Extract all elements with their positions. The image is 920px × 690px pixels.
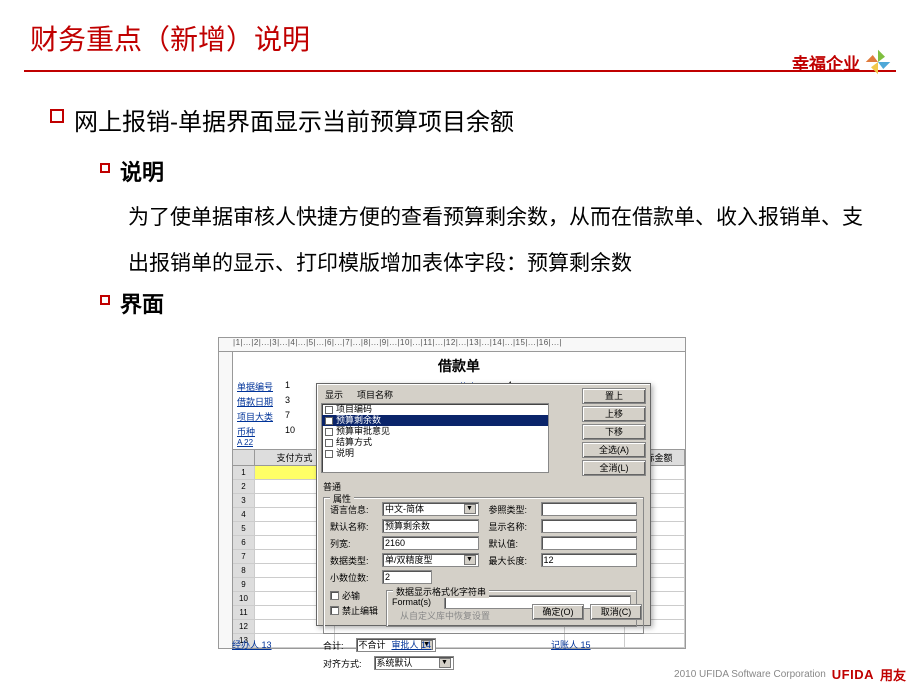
checkbox-icon[interactable] bbox=[325, 450, 333, 458]
lang-combo[interactable]: 中文-简体▼ bbox=[382, 502, 479, 516]
bullet-square-icon bbox=[50, 109, 64, 123]
booker-label: 记账人 15 bbox=[551, 638, 591, 651]
chevron-down-icon[interactable]: ▼ bbox=[464, 555, 476, 565]
checkbox-icon[interactable] bbox=[325, 439, 333, 447]
required-checkbox[interactable]: 必输 bbox=[330, 589, 378, 602]
pinwheel-icon bbox=[864, 48, 892, 76]
dispname-field[interactable] bbox=[541, 519, 638, 533]
defname-label: 默认名称: bbox=[330, 520, 378, 533]
columns-listbox[interactable]: 项目编码预算剩余数预算审批意见结算方式说明 bbox=[321, 403, 549, 473]
format-label: Format(s) bbox=[392, 597, 440, 607]
section-interface-label: 界面 bbox=[120, 287, 164, 319]
decimals-label: 小数位数: bbox=[330, 571, 378, 584]
grid-header bbox=[233, 450, 255, 465]
align-label: 对齐方式: bbox=[323, 657, 362, 670]
section-explain-label: 说明 bbox=[120, 155, 164, 187]
clear-all-button[interactable]: 全消(L) bbox=[582, 460, 646, 476]
dispname-label: 显示名称: bbox=[489, 520, 537, 533]
description-text: 为了使单据审核人快捷方便的查看预算剩余数，从而在借款单、收入报销单、支出报销单的… bbox=[128, 195, 870, 287]
colwidth-field[interactable]: 2160 bbox=[382, 536, 479, 550]
ok-button[interactable]: 确定(O) bbox=[532, 604, 584, 620]
colwidth-label: 列宽: bbox=[330, 537, 378, 550]
default-field[interactable] bbox=[541, 536, 638, 550]
brand-block: 幸福企业 bbox=[792, 48, 892, 76]
bullet-square-sm-icon bbox=[100, 163, 110, 173]
ruler-vertical bbox=[219, 352, 233, 648]
general-tab-label: 普通 bbox=[323, 480, 644, 493]
form-title: 借款单 bbox=[233, 352, 685, 380]
default-label: 默认值: bbox=[489, 537, 537, 550]
list-item[interactable]: 项目编码 bbox=[322, 404, 548, 415]
dlg-name-label: 项目名称 bbox=[357, 388, 393, 401]
field-label: 币种 bbox=[237, 425, 281, 438]
chevron-down-icon[interactable]: ▼ bbox=[464, 504, 476, 514]
column-property-dialog: 显示 项目名称 项目编码预算剩余数预算审批意见结算方式说明 置上 上移 下移 全… bbox=[316, 383, 651, 626]
maxlen-field[interactable]: 12 bbox=[541, 553, 638, 567]
field-label: 单据编号 bbox=[237, 380, 281, 393]
list-item[interactable]: 结算方式 bbox=[322, 437, 548, 448]
chevron-down-icon[interactable]: ▼ bbox=[439, 658, 451, 668]
field-value: 10 bbox=[285, 425, 295, 438]
group-title: 属性 bbox=[330, 492, 354, 505]
move-up-button[interactable]: 上移 bbox=[582, 406, 646, 422]
move-down-button[interactable]: 下移 bbox=[582, 424, 646, 440]
brand-text: 幸福企业 bbox=[792, 50, 860, 75]
copyright-text: 2010 UFIDA Software Corporation bbox=[674, 669, 826, 680]
format-group-title: 数据显示格式化字符串 bbox=[393, 585, 489, 598]
page-title: 财务重点（新增）说明 bbox=[30, 18, 890, 58]
ufida-logo-text: UFIDA bbox=[832, 667, 874, 682]
select-all-button[interactable]: 全选(A) bbox=[582, 442, 646, 458]
field-value: 7 bbox=[285, 410, 290, 423]
bullet-1-text: 网上报销-单据界面显示当前预算项目余额 bbox=[74, 102, 514, 137]
noedit-checkbox[interactable]: 禁止编辑 bbox=[330, 604, 378, 617]
dlg-show-label: 显示 bbox=[325, 388, 343, 401]
ruler-horizontal: |1|...|2|...|3|...|4|...|5|...|6|...|7|.… bbox=[219, 338, 685, 352]
align-combo[interactable]: 系统默认▼ bbox=[374, 656, 454, 670]
maxlen-label: 最大长度: bbox=[489, 554, 537, 567]
form-footer-labels: 经办人 13 审批人 14 记账人 15 bbox=[232, 638, 672, 651]
field-value: 1 bbox=[285, 380, 290, 393]
checkbox-icon[interactable] bbox=[325, 428, 333, 436]
field-label: 借款日期 bbox=[237, 395, 281, 408]
form-designer-screenshot: |1|...|2|...|3|...|4|...|5|...|6|...|7|.… bbox=[218, 337, 686, 649]
field-value: 3 bbox=[285, 395, 290, 408]
bullet-square-sm-icon bbox=[100, 295, 110, 305]
datatype-label: 数据类型: bbox=[330, 554, 378, 567]
field-label: 项目大类 bbox=[237, 410, 281, 423]
reftype-label: 参照类型: bbox=[489, 503, 537, 516]
list-item[interactable]: 预算审批意见 bbox=[322, 426, 548, 437]
defname-field[interactable]: 预算剩余数 bbox=[382, 519, 479, 533]
move-top-button[interactable]: 置上 bbox=[582, 388, 646, 404]
list-item[interactable]: 预算剩余数 bbox=[322, 415, 548, 426]
checkbox-icon[interactable] bbox=[325, 406, 333, 414]
approver-label: 审批人 14 bbox=[392, 638, 432, 651]
cancel-button[interactable]: 取消(C) bbox=[590, 604, 642, 620]
datatype-combo[interactable]: 单/双精度型▼ bbox=[382, 553, 479, 567]
checkbox-icon[interactable] bbox=[325, 417, 333, 425]
slide-footer: 2010 UFIDA Software Corporation UFIDA 用友 bbox=[674, 665, 906, 684]
handler-label: 经办人 13 bbox=[232, 638, 272, 651]
decimals-field[interactable]: 2 bbox=[382, 570, 432, 584]
reftype-field[interactable] bbox=[541, 502, 638, 516]
yongyou-text: 用友 bbox=[880, 665, 906, 684]
list-item[interactable]: 说明 bbox=[322, 448, 548, 459]
